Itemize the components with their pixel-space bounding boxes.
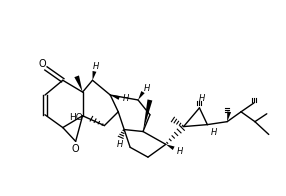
Polygon shape	[110, 95, 120, 100]
Polygon shape	[74, 75, 83, 92]
Text: H: H	[176, 147, 183, 156]
Text: HO: HO	[69, 113, 83, 122]
Text: H: H	[211, 128, 217, 137]
Text: H: H	[144, 84, 150, 93]
Polygon shape	[166, 144, 174, 150]
Text: H: H	[123, 94, 129, 103]
Polygon shape	[227, 111, 231, 122]
Text: O: O	[72, 144, 80, 154]
Text: O: O	[38, 59, 46, 69]
Polygon shape	[92, 71, 96, 80]
Polygon shape	[138, 91, 145, 100]
Text: H: H	[92, 62, 99, 71]
Text: H: H	[117, 140, 123, 149]
Polygon shape	[143, 99, 152, 132]
Text: H: H	[198, 93, 204, 103]
